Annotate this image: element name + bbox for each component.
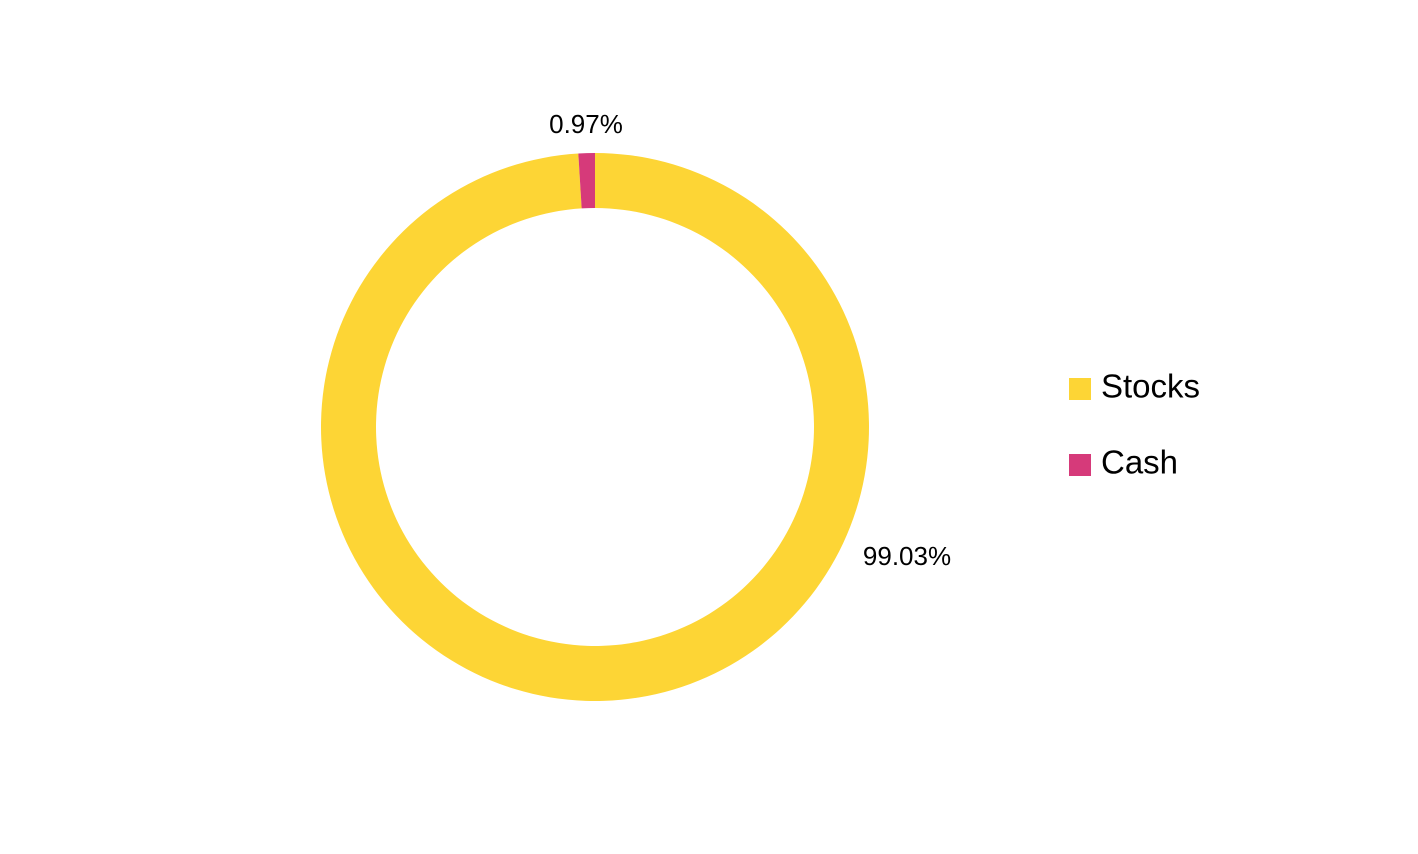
data-label: 0.97% [549, 109, 623, 139]
data-label: 99.03% [863, 541, 951, 571]
legend-swatch [1069, 378, 1091, 400]
donut-segment [321, 153, 869, 701]
legend-swatch [1069, 454, 1091, 476]
legend-label: Cash [1101, 444, 1178, 481]
donut-segment [578, 153, 595, 209]
legend-label: Stocks [1101, 368, 1200, 405]
